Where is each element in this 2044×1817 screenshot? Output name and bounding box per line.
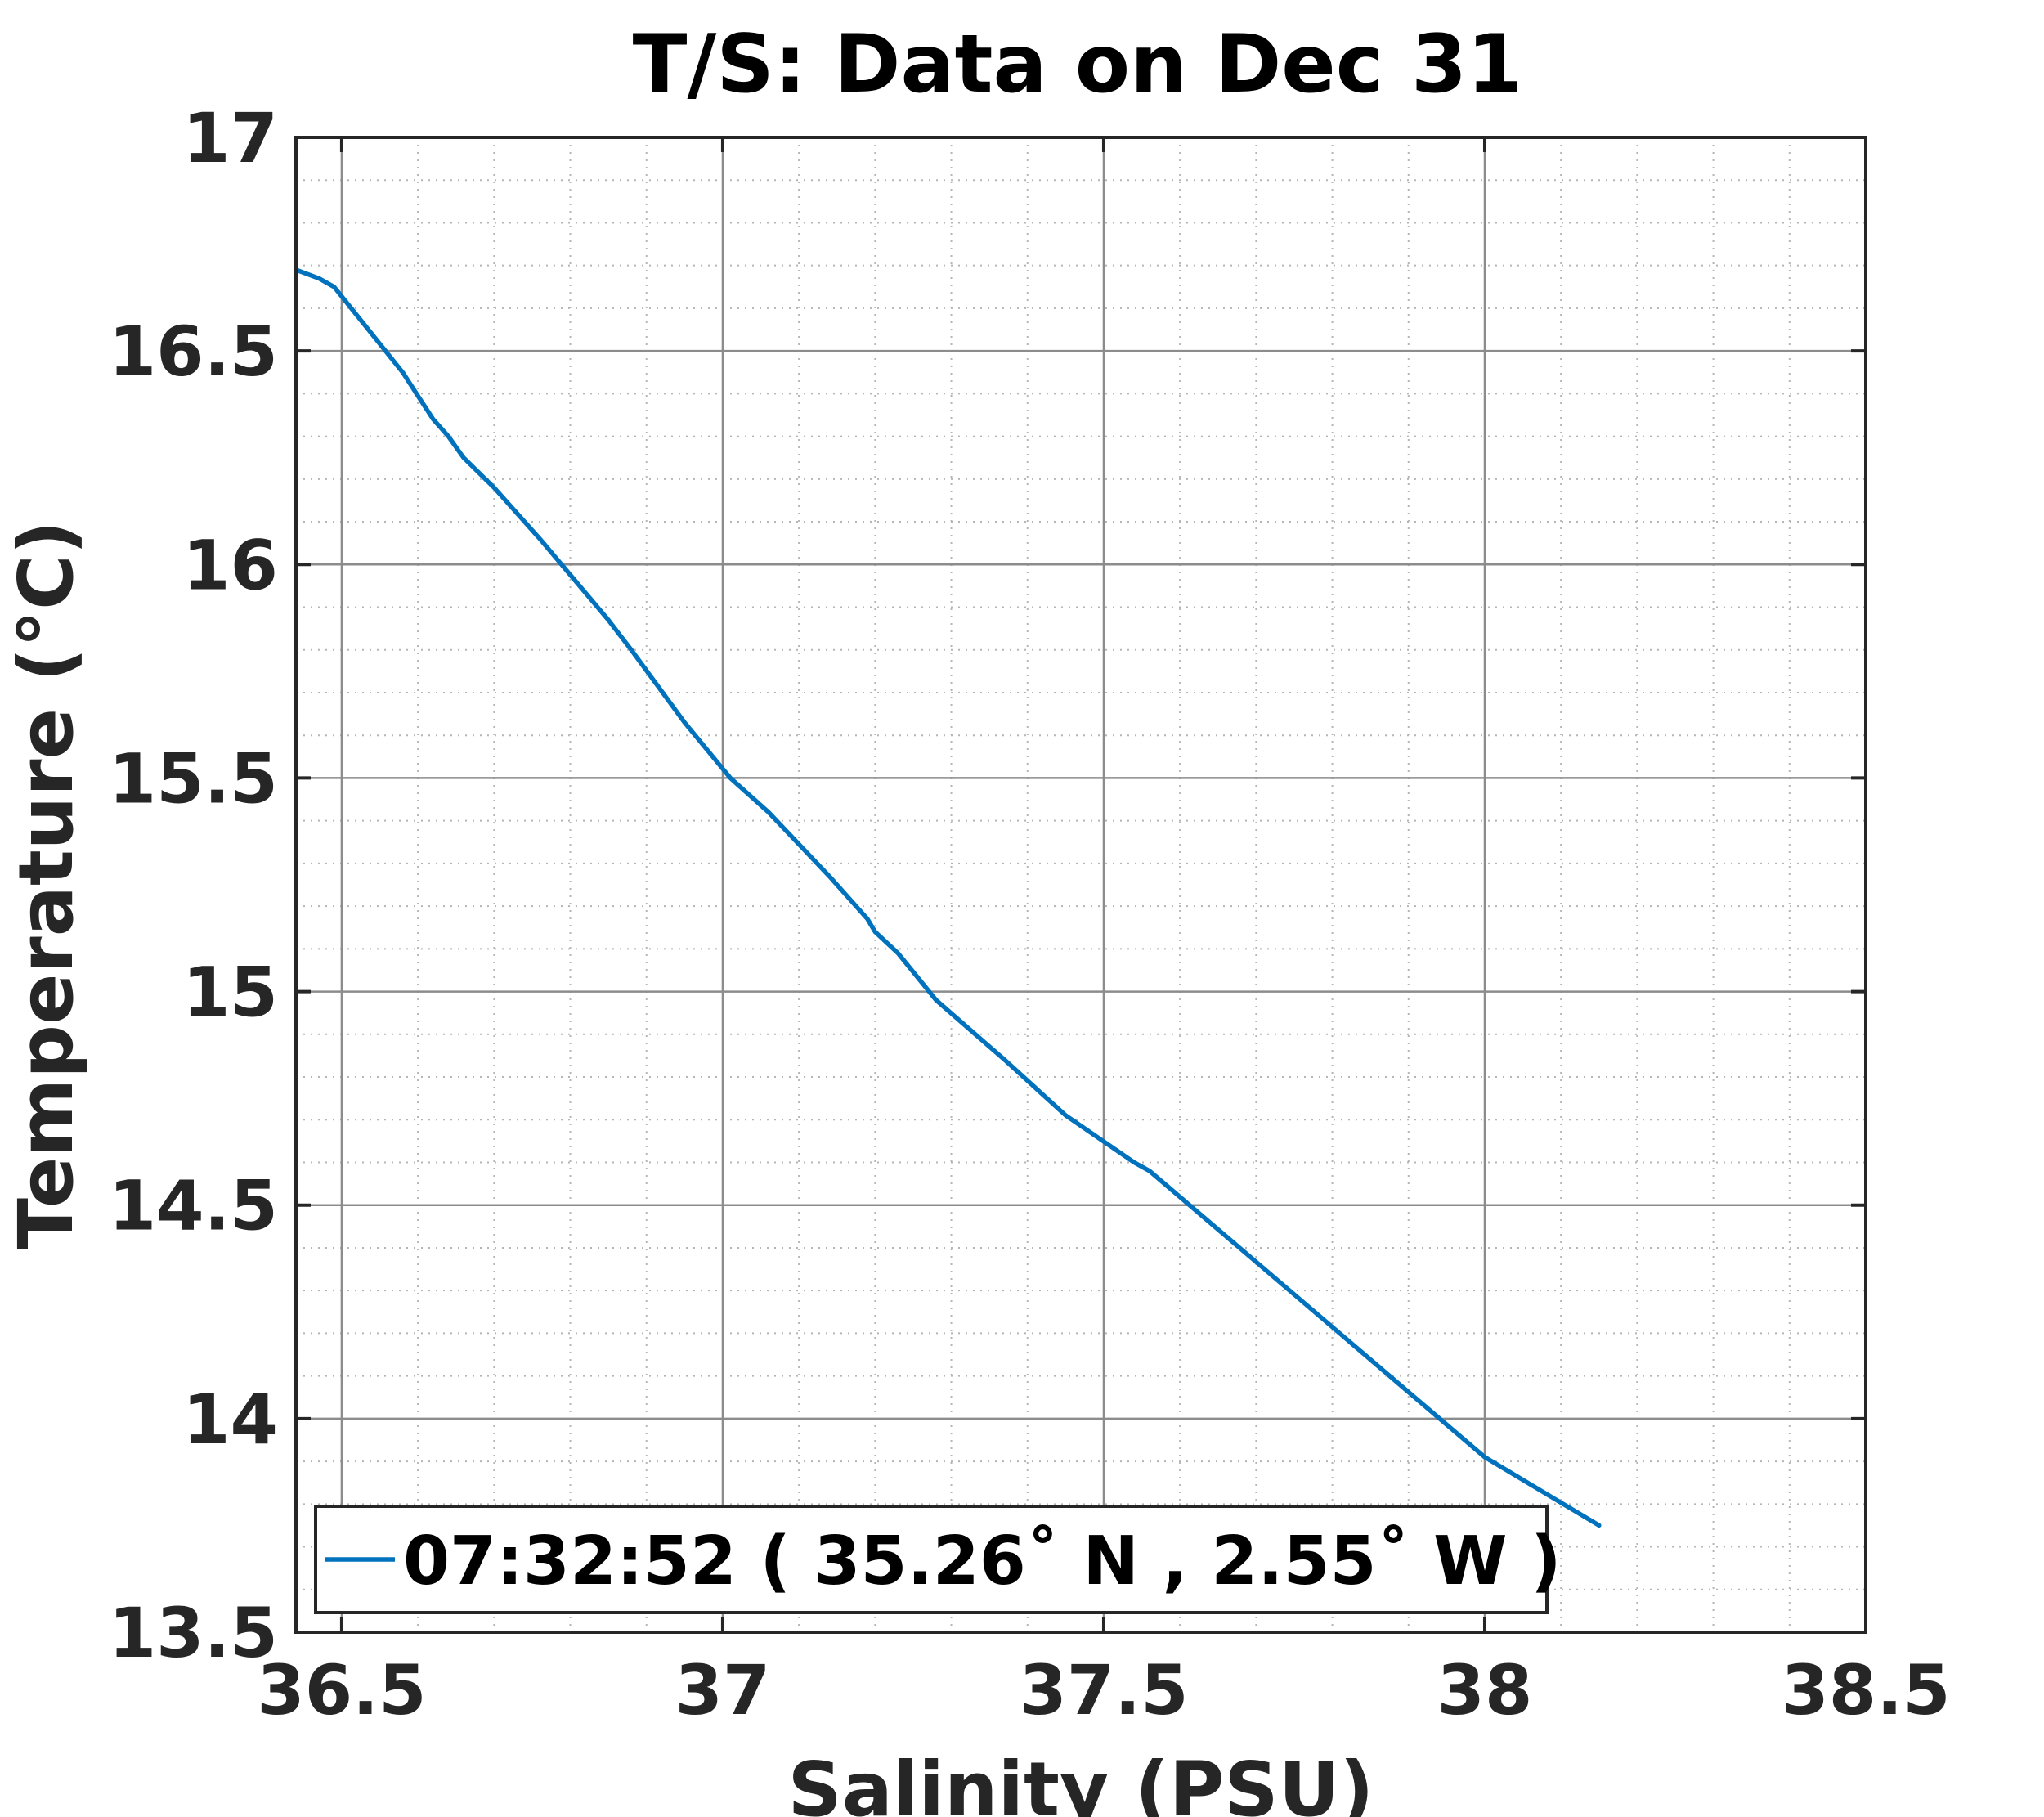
major-grid xyxy=(296,137,1866,1632)
y-tick-label: 15 xyxy=(182,953,278,1033)
chart-title: T/S: Data on Dec 31 xyxy=(633,18,1523,111)
ticks-layer xyxy=(296,136,1867,1634)
y-tick-label: 17 xyxy=(182,98,278,178)
x-tick-label: 37 xyxy=(675,1650,770,1730)
series-line xyxy=(294,267,1602,1528)
y-tick-labels: 13.5 14 14.5 15 15.5 16 16.5 17 xyxy=(109,98,278,1673)
y-tick-label: 15.5 xyxy=(109,738,278,819)
axes-box xyxy=(294,136,1867,1634)
y-tick-label: 14 xyxy=(182,1380,278,1460)
legend: 07:32:52 ( 35.26˚ N , 2.55˚ W ) xyxy=(314,1505,1562,1614)
plot-area xyxy=(296,137,1866,1632)
y-tick-label: 16 xyxy=(182,525,278,605)
x-tick-label: 38.5 xyxy=(1781,1650,1950,1730)
y-axis-label: Temperature (°C) xyxy=(2,520,90,1249)
x-tick-label: 37.5 xyxy=(1019,1650,1188,1730)
x-tick-labels: 36.5 37 37.5 38 38.5 xyxy=(257,1650,1950,1730)
x-tick-label: 38 xyxy=(1437,1650,1533,1730)
series-layer xyxy=(294,267,1602,1528)
x-tick-label: 36.5 xyxy=(257,1650,426,1730)
y-tick-label: 13.5 xyxy=(109,1593,278,1673)
legend-box xyxy=(314,1505,1549,1614)
y-tick-label: 16.5 xyxy=(109,312,278,392)
y-tick-label: 14.5 xyxy=(109,1166,278,1246)
legend-label: 07:32:52 ( 35.26˚ N , 2.55˚ W ) xyxy=(403,1523,1562,1600)
x-axis-label: Salinity (PSU) xyxy=(788,1746,1374,1817)
